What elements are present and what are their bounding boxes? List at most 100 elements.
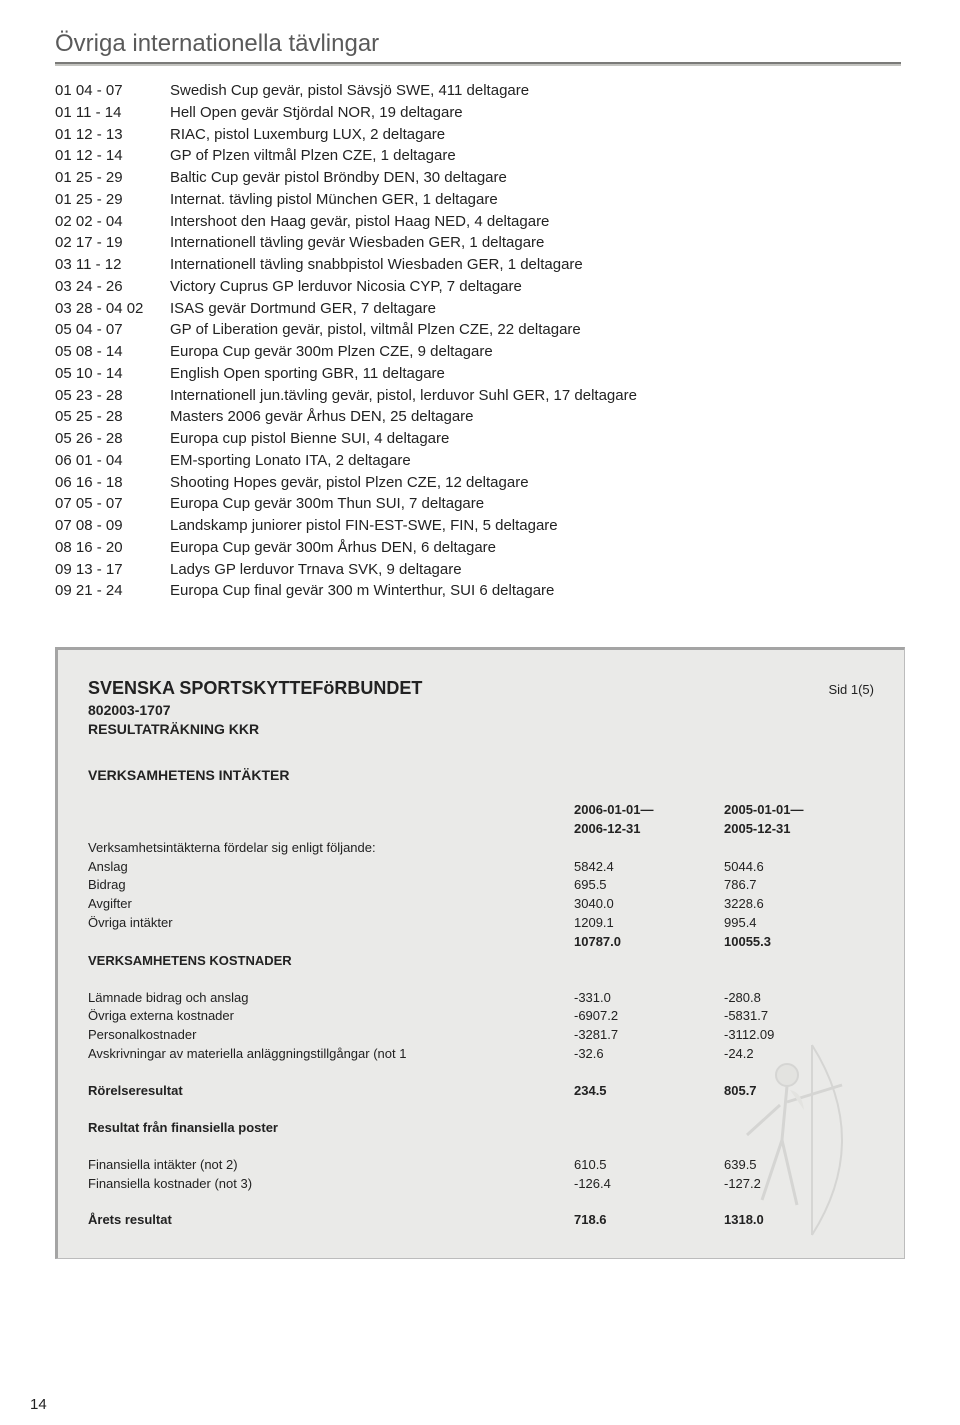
event-list: 01 04 - 07Swedish Cup gevär, pistol Sävs… bbox=[55, 80, 905, 602]
event-date: 09 13 - 17 bbox=[55, 559, 170, 581]
finpost-v1: 610.5 bbox=[574, 1156, 724, 1175]
income-total-1: 10787.0 bbox=[574, 933, 724, 952]
income-label: Bidrag bbox=[88, 876, 574, 895]
income-v1: 1209.1 bbox=[574, 914, 724, 933]
cost-v2: -3112.09 bbox=[724, 1026, 874, 1045]
event-row: 01 11 - 14Hell Open gevär Stjördal NOR, … bbox=[55, 102, 905, 124]
event-date: 01 25 - 29 bbox=[55, 167, 170, 189]
event-desc: Internationell tävling snabbpistol Wiesb… bbox=[170, 254, 905, 276]
event-row: 05 08 - 14Europa Cup gevär 300m Plzen CZ… bbox=[55, 341, 905, 363]
event-row: 03 11 - 12Internationell tävling snabbpi… bbox=[55, 254, 905, 276]
event-row: 02 02 - 04Intershoot den Haag gevär, pis… bbox=[55, 211, 905, 233]
event-row: 07 05 - 07Europa Cup gevär 300m Thun SUI… bbox=[55, 493, 905, 515]
event-date: 05 25 - 28 bbox=[55, 406, 170, 428]
cost-v1: -3281.7 bbox=[574, 1026, 724, 1045]
event-date: 01 12 - 14 bbox=[55, 145, 170, 167]
finpost-row: Finansiella intäkter (not 2)610.5639.5 bbox=[88, 1156, 874, 1175]
cost-v1: -6907.2 bbox=[574, 1007, 724, 1026]
income-v2: 3228.6 bbox=[724, 895, 874, 914]
fin-org-no: 802003-1707 bbox=[88, 702, 874, 718]
event-row: 03 28 - 04 02ISAS gevär Dortmund GER, 7 … bbox=[55, 298, 905, 320]
cost-label: Avskrivningar av materiella anläggningst… bbox=[88, 1045, 574, 1064]
fin-page-ref: Sid 1(5) bbox=[828, 682, 874, 697]
event-desc: Internationell jun.tävling gevär, pistol… bbox=[170, 385, 905, 407]
event-date: 05 26 - 28 bbox=[55, 428, 170, 450]
fin-section-income: VERKSAMHETENS INTÄKTER bbox=[88, 767, 874, 783]
income-v2: 786.7 bbox=[724, 876, 874, 895]
finpost-label: Finansiella kostnader (not 3) bbox=[88, 1175, 574, 1194]
cost-row: Lämnade bidrag och anslag-331.0-280.8 bbox=[88, 989, 874, 1008]
event-date: 03 11 - 12 bbox=[55, 254, 170, 276]
event-desc: Internationell tävling gevär Wiesbaden G… bbox=[170, 232, 905, 254]
finpost-v2: 639.5 bbox=[724, 1156, 874, 1175]
fin-sub: RESULTATRÄKNING KKR bbox=[88, 721, 874, 737]
event-date: 05 10 - 14 bbox=[55, 363, 170, 385]
year-label: Årets resultat bbox=[88, 1211, 574, 1230]
cost-row: Övriga externa kostnader-6907.2-5831.7 bbox=[88, 1007, 874, 1026]
event-row: 01 12 - 13RIAC, pistol Luxemburg LUX, 2 … bbox=[55, 124, 905, 146]
event-row: 05 26 - 28Europa cup pistol Bienne SUI, … bbox=[55, 428, 905, 450]
finpost-label: Finansiella intäkter (not 2) bbox=[88, 1156, 574, 1175]
finpost-v1: -126.4 bbox=[574, 1175, 724, 1194]
income-v1: 5842.4 bbox=[574, 858, 724, 877]
event-date: 01 25 - 29 bbox=[55, 189, 170, 211]
period1-start: 2006-01-01— bbox=[574, 801, 724, 820]
cost-v1: -32.6 bbox=[574, 1045, 724, 1064]
finpost-label: Resultat från finansiella poster bbox=[88, 1119, 574, 1138]
event-date: 06 01 - 04 bbox=[55, 450, 170, 472]
event-desc: EM-sporting Lonato ITA, 2 deltagare bbox=[170, 450, 905, 472]
event-row: 05 25 - 28Masters 2006 gevär Århus DEN, … bbox=[55, 406, 905, 428]
event-desc: Europa Cup gevär 300m Thun SUI, 7 deltag… bbox=[170, 493, 905, 515]
event-desc: Europa Cup gevär 300m Plzen CZE, 9 delta… bbox=[170, 341, 905, 363]
event-date: 05 08 - 14 bbox=[55, 341, 170, 363]
income-row: Övriga intäkter1209.1995.4 bbox=[88, 914, 874, 933]
event-row: 01 04 - 07Swedish Cup gevär, pistol Sävs… bbox=[55, 80, 905, 102]
event-row: 03 24 - 26Victory Cuprus GP lerduvor Nic… bbox=[55, 276, 905, 298]
cost-label: Lämnade bidrag och anslag bbox=[88, 989, 574, 1008]
cost-v2: -24.2 bbox=[724, 1045, 874, 1064]
event-row: 09 13 - 17Ladys GP lerduvor Trnava SVK, … bbox=[55, 559, 905, 581]
event-desc: Baltic Cup gevär pistol Bröndby DEN, 30 … bbox=[170, 167, 905, 189]
financial-panel: SVENSKA SPORTSKYTTEFöRBUNDET Sid 1(5) 80… bbox=[55, 647, 905, 1259]
event-desc: Landskamp juniorer pistol FIN-EST-SWE, F… bbox=[170, 515, 905, 537]
event-date: 01 12 - 13 bbox=[55, 124, 170, 146]
event-row: 06 01 - 04EM-sporting Lonato ITA, 2 delt… bbox=[55, 450, 905, 472]
income-row: Bidrag695.5786.7 bbox=[88, 876, 874, 895]
cost-v2: -5831.7 bbox=[724, 1007, 874, 1026]
fin-table: 2006-01-01— 2005-01-01— 2006-12-31 2005-… bbox=[88, 801, 874, 1230]
event-date: 01 11 - 14 bbox=[55, 102, 170, 124]
event-desc: Swedish Cup gevär, pistol Sävsjö SWE, 41… bbox=[170, 80, 905, 102]
event-row: 09 21 - 24Europa Cup final gevär 300 m W… bbox=[55, 580, 905, 602]
event-row: 05 23 - 28Internationell jun.tävling gev… bbox=[55, 385, 905, 407]
event-date: 09 21 - 24 bbox=[55, 580, 170, 602]
event-date: 02 02 - 04 bbox=[55, 211, 170, 233]
fin-section-cost: VERKSAMHETENS KOSTNADER bbox=[88, 952, 574, 971]
cost-v2: -280.8 bbox=[724, 989, 874, 1008]
event-date: 07 08 - 09 bbox=[55, 515, 170, 537]
event-desc: GP of Liberation gevär, pistol, viltmål … bbox=[170, 319, 905, 341]
year-v2: 1318.0 bbox=[724, 1211, 874, 1230]
event-desc: English Open sporting GBR, 11 deltagare bbox=[170, 363, 905, 385]
ror-v1: 234.5 bbox=[574, 1082, 724, 1101]
event-row: 01 25 - 29Internat. tävling pistol Münch… bbox=[55, 189, 905, 211]
event-desc: Internat. tävling pistol München GER, 1 … bbox=[170, 189, 905, 211]
income-total-2: 10055.3 bbox=[724, 933, 874, 952]
cost-label: Övriga externa kostnader bbox=[88, 1007, 574, 1026]
event-row: 01 25 - 29Baltic Cup gevär pistol Bröndb… bbox=[55, 167, 905, 189]
event-row: 08 16 - 20Europa Cup gevär 300m Århus DE… bbox=[55, 537, 905, 559]
event-desc: GP of Plzen viltmål Plzen CZE, 1 deltaga… bbox=[170, 145, 905, 167]
event-date: 06 16 - 18 bbox=[55, 472, 170, 494]
event-date: 05 23 - 28 bbox=[55, 385, 170, 407]
event-date: 03 28 - 04 02 bbox=[55, 298, 170, 320]
event-desc: Intershoot den Haag gevär, pistol Haag N… bbox=[170, 211, 905, 233]
period1-end: 2006-12-31 bbox=[574, 820, 724, 839]
year-v1: 718.6 bbox=[574, 1211, 724, 1230]
event-date: 07 05 - 07 bbox=[55, 493, 170, 515]
event-desc: ISAS gevär Dortmund GER, 7 deltagare bbox=[170, 298, 905, 320]
income-v2: 5044.6 bbox=[724, 858, 874, 877]
ror-label: Rörelseresultat bbox=[88, 1082, 574, 1101]
event-desc: Hell Open gevär Stjördal NOR, 19 deltaga… bbox=[170, 102, 905, 124]
cost-label: Personalkostnader bbox=[88, 1026, 574, 1045]
event-desc: Europa cup pistol Bienne SUI, 4 deltagar… bbox=[170, 428, 905, 450]
income-row: Avgifter3040.03228.6 bbox=[88, 895, 874, 914]
